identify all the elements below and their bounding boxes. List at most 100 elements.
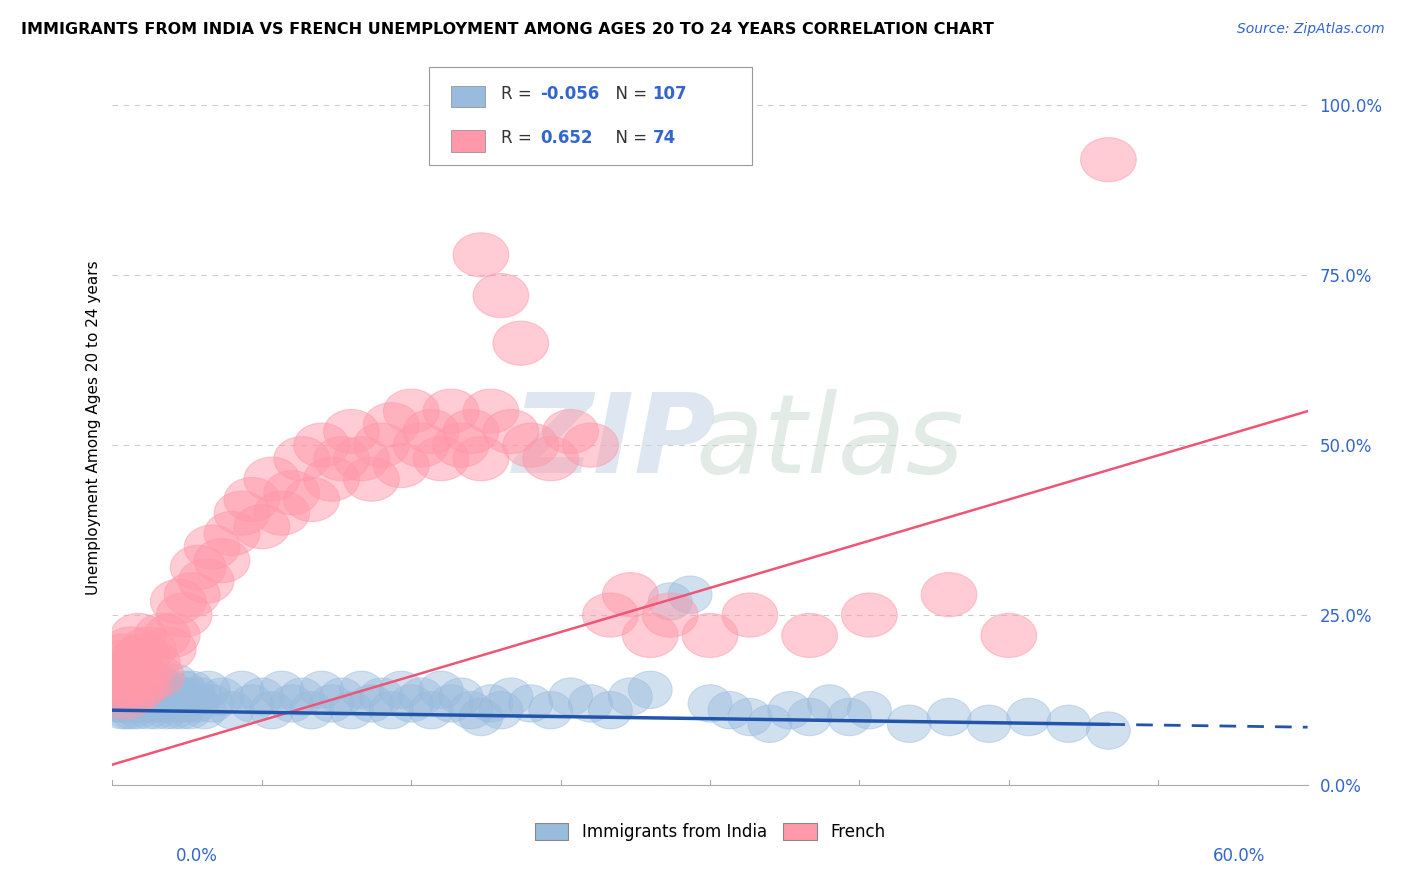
Ellipse shape: [309, 685, 353, 723]
Ellipse shape: [97, 661, 152, 705]
Ellipse shape: [107, 640, 162, 685]
Ellipse shape: [828, 698, 872, 736]
Ellipse shape: [284, 477, 340, 522]
Ellipse shape: [264, 471, 319, 515]
Ellipse shape: [294, 423, 350, 467]
Ellipse shape: [152, 691, 197, 729]
Ellipse shape: [200, 678, 245, 715]
Ellipse shape: [709, 691, 752, 729]
Ellipse shape: [108, 668, 165, 712]
Ellipse shape: [1087, 712, 1130, 749]
Ellipse shape: [562, 423, 619, 467]
Ellipse shape: [125, 665, 169, 702]
Ellipse shape: [728, 698, 772, 736]
Ellipse shape: [125, 640, 180, 685]
Ellipse shape: [453, 437, 509, 481]
Ellipse shape: [105, 685, 149, 723]
Ellipse shape: [543, 409, 599, 454]
Ellipse shape: [343, 457, 399, 501]
Ellipse shape: [250, 691, 294, 729]
Legend: Immigrants from India, French: Immigrants from India, French: [529, 816, 891, 848]
Ellipse shape: [145, 691, 188, 729]
Ellipse shape: [609, 678, 652, 715]
Ellipse shape: [245, 457, 299, 501]
Ellipse shape: [97, 665, 142, 702]
Ellipse shape: [94, 633, 150, 678]
Ellipse shape: [194, 539, 250, 582]
Ellipse shape: [98, 674, 155, 719]
Ellipse shape: [184, 525, 240, 569]
Ellipse shape: [479, 691, 523, 729]
Ellipse shape: [290, 691, 333, 729]
Ellipse shape: [509, 685, 553, 723]
Ellipse shape: [682, 614, 738, 657]
Ellipse shape: [93, 668, 149, 712]
Ellipse shape: [404, 409, 460, 454]
Ellipse shape: [384, 389, 439, 434]
Ellipse shape: [89, 654, 145, 698]
Ellipse shape: [97, 671, 141, 708]
Ellipse shape: [548, 678, 592, 715]
Ellipse shape: [114, 678, 159, 715]
Ellipse shape: [114, 633, 170, 678]
Ellipse shape: [668, 576, 711, 614]
Ellipse shape: [1046, 705, 1091, 742]
Ellipse shape: [494, 321, 548, 366]
Ellipse shape: [443, 409, 499, 454]
Ellipse shape: [848, 691, 891, 729]
Text: R =: R =: [501, 85, 537, 103]
Ellipse shape: [111, 685, 155, 723]
Ellipse shape: [782, 614, 838, 657]
Text: 0.652: 0.652: [540, 129, 592, 147]
Ellipse shape: [145, 614, 200, 657]
Ellipse shape: [101, 678, 145, 715]
Ellipse shape: [214, 491, 270, 535]
Ellipse shape: [323, 409, 380, 454]
Ellipse shape: [394, 423, 449, 467]
Ellipse shape: [224, 477, 280, 522]
Ellipse shape: [231, 685, 274, 723]
Text: 60.0%: 60.0%: [1213, 847, 1265, 865]
Ellipse shape: [589, 691, 633, 729]
Ellipse shape: [927, 698, 972, 736]
Ellipse shape: [363, 402, 419, 447]
Ellipse shape: [160, 691, 204, 729]
Ellipse shape: [155, 665, 198, 702]
Ellipse shape: [104, 671, 148, 708]
Ellipse shape: [150, 678, 194, 715]
Ellipse shape: [150, 580, 207, 624]
Text: ZIP: ZIP: [513, 389, 716, 496]
Ellipse shape: [623, 614, 678, 657]
Ellipse shape: [107, 665, 152, 702]
Ellipse shape: [132, 678, 176, 715]
Ellipse shape: [314, 437, 370, 481]
Ellipse shape: [529, 691, 572, 729]
Ellipse shape: [470, 685, 513, 723]
Text: 107: 107: [652, 85, 688, 103]
Ellipse shape: [453, 233, 509, 277]
Y-axis label: Unemployment Among Ages 20 to 24 years: Unemployment Among Ages 20 to 24 years: [86, 260, 101, 596]
Ellipse shape: [111, 678, 155, 715]
Ellipse shape: [807, 685, 852, 723]
Ellipse shape: [489, 678, 533, 715]
Text: IMMIGRANTS FROM INDIA VS FRENCH UNEMPLOYMENT AMONG AGES 20 TO 24 YEARS CORRELATI: IMMIGRANTS FROM INDIA VS FRENCH UNEMPLOY…: [21, 22, 994, 37]
Ellipse shape: [370, 691, 413, 729]
Ellipse shape: [299, 671, 343, 708]
Ellipse shape: [523, 437, 579, 481]
Ellipse shape: [128, 654, 184, 698]
Ellipse shape: [183, 691, 226, 729]
Ellipse shape: [121, 685, 165, 723]
Ellipse shape: [138, 685, 183, 723]
Ellipse shape: [688, 685, 733, 723]
Ellipse shape: [439, 678, 484, 715]
Ellipse shape: [169, 691, 212, 729]
Ellipse shape: [233, 505, 290, 549]
Ellipse shape: [768, 691, 811, 729]
Text: -0.056: -0.056: [540, 85, 599, 103]
Ellipse shape: [149, 671, 193, 708]
Ellipse shape: [170, 671, 214, 708]
Ellipse shape: [1007, 698, 1050, 736]
Ellipse shape: [135, 614, 190, 657]
Ellipse shape: [117, 661, 173, 705]
Ellipse shape: [568, 685, 613, 723]
